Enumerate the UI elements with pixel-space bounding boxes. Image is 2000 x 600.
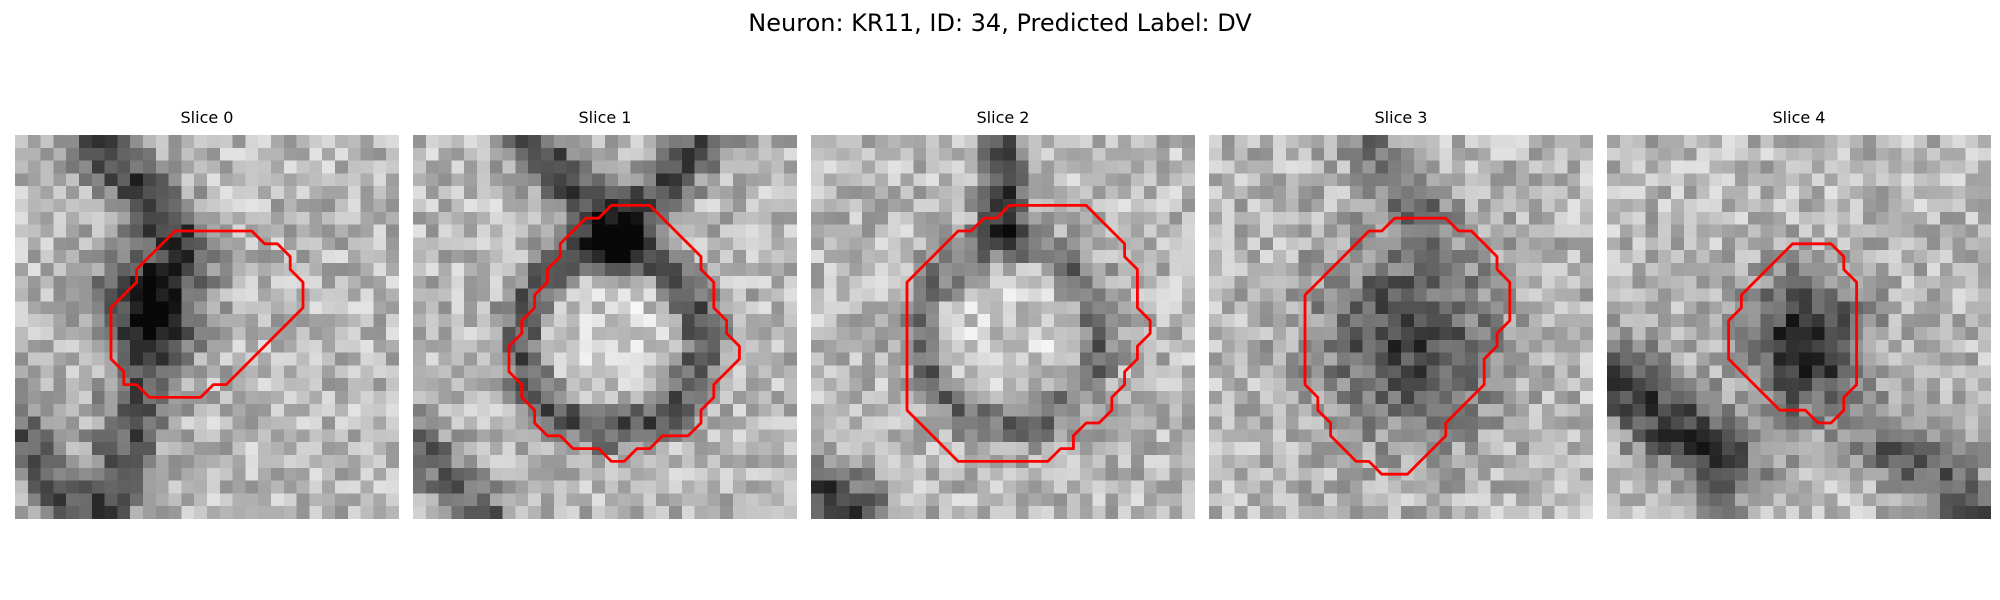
slice-panel-4: Slice 4 xyxy=(1607,108,1991,519)
slice-panel-3: Slice 3 xyxy=(1209,108,1593,519)
pixel-grid xyxy=(15,135,399,519)
slice-title-2: Slice 2 xyxy=(976,108,1030,127)
figure-title: Neuron: KR11, ID: 34, Predicted Label: D… xyxy=(748,9,1252,37)
slice-title-4: Slice 4 xyxy=(1772,108,1826,127)
segmentation-contour xyxy=(905,203,1152,463)
pixel-grid xyxy=(1209,135,1593,519)
slice-title-3: Slice 3 xyxy=(1374,108,1428,127)
slice-panel-0: Slice 0 xyxy=(15,108,399,519)
pixel-grid xyxy=(811,135,1195,519)
slice-image-2 xyxy=(811,135,1195,519)
slice-panel-2: Slice 2 xyxy=(811,108,1195,519)
slice-panel-1: Slice 1 xyxy=(413,108,797,519)
slice-image-1 xyxy=(413,135,797,519)
segmentation-contour xyxy=(1303,216,1512,476)
slice-image-4 xyxy=(1607,135,1991,519)
pixel-grid xyxy=(1607,135,1991,519)
slice-title-1: Slice 1 xyxy=(578,108,632,127)
segmentation-contour xyxy=(507,203,741,463)
slice-image-0 xyxy=(15,135,399,519)
segmentation-contour xyxy=(109,229,305,399)
pixel-grid xyxy=(413,135,797,519)
slice-image-3 xyxy=(1209,135,1593,519)
slice-title-0: Slice 0 xyxy=(180,108,234,127)
segmentation-contour xyxy=(1727,242,1859,425)
